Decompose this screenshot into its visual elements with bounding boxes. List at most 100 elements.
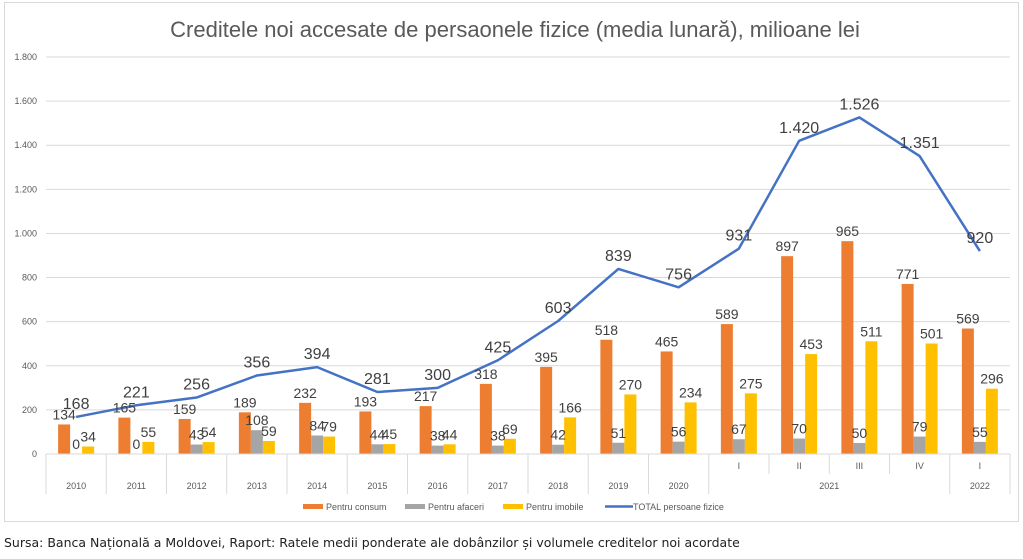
- data-label: 189: [233, 394, 257, 410]
- x-tick-label: 2011: [127, 481, 146, 491]
- x-tick-label: 2017: [488, 481, 508, 491]
- y-tick-label: 1.600: [14, 96, 37, 106]
- data-label: 108: [245, 412, 269, 428]
- line-data-label: 1.526: [839, 96, 879, 113]
- data-label: 569: [956, 311, 980, 327]
- line-data-label: 1.351: [900, 135, 940, 152]
- x-group-label: 2022: [970, 481, 990, 491]
- bar-pentru-imobile: [383, 444, 396, 454]
- bar-pentru-imobile: [443, 444, 456, 454]
- bar-pentru-consum: [660, 351, 673, 454]
- chart-frame: Creditele noi accesate de persaonele fiz…: [4, 2, 1019, 522]
- bar-pentru-consum: [781, 256, 794, 454]
- legend-swatch: [503, 504, 523, 509]
- data-label: 44: [370, 426, 386, 442]
- legend-swatch: [303, 504, 323, 509]
- data-label: 34: [80, 429, 96, 445]
- bar-pentru-consum: [901, 283, 914, 454]
- y-tick-label: 200: [22, 405, 37, 415]
- legend-label: Pentru consum: [326, 502, 387, 512]
- data-label: 501: [920, 326, 944, 342]
- data-label: 232: [293, 385, 317, 401]
- y-tick-label: 600: [22, 317, 37, 327]
- line-data-label: 300: [424, 367, 451, 384]
- data-label: 51: [611, 425, 627, 441]
- chart: Creditele noi accesate de persaonele fiz…: [14, 17, 1011, 512]
- bar-pentru-afaceri: [190, 444, 203, 454]
- data-label: 0: [132, 436, 140, 452]
- x-tick-label: 2016: [428, 481, 448, 491]
- data-label: 234: [679, 384, 703, 400]
- data-label: 217: [414, 388, 438, 404]
- data-label: 79: [912, 419, 928, 435]
- data-label: 270: [619, 376, 643, 392]
- y-tick-label: 400: [22, 361, 37, 371]
- data-label: 59: [261, 423, 277, 439]
- bar-pentru-afaceri: [552, 444, 565, 454]
- bar-pentru-imobile: [323, 436, 336, 454]
- bar-pentru-consum: [299, 402, 312, 454]
- bar-pentru-imobile: [624, 394, 637, 454]
- data-label: 84: [309, 417, 325, 433]
- line-total-persoane-fizice: [75, 116, 981, 419]
- x-tick-label: III: [856, 461, 864, 471]
- x-group-label: 2021: [819, 481, 839, 491]
- bar-pentru-consum: [720, 324, 733, 454]
- bar-pentru-imobile: [503, 438, 516, 454]
- x-tick-label: I: [738, 461, 741, 471]
- line-data-label: 281: [364, 371, 391, 388]
- legend: Pentru consum Pentru afaceri Pentru imobil…: [303, 502, 724, 512]
- y-tick-label: 1.800: [14, 52, 37, 62]
- data-label: 38: [430, 428, 446, 444]
- bar-pentru-imobile: [985, 388, 998, 454]
- line-data-label: 221: [123, 384, 150, 401]
- bar-pentru-afaceri: [250, 430, 263, 454]
- x-tick-label: 2018: [548, 481, 568, 491]
- x-tick-label: 2020: [669, 481, 689, 491]
- bar-pentru-imobile: [925, 343, 938, 454]
- bars: [58, 241, 998, 454]
- bar-pentru-afaceri: [431, 445, 444, 454]
- data-label: 45: [382, 426, 398, 442]
- bar-pentru-afaceri: [612, 442, 625, 454]
- line-data-label: 920: [967, 230, 994, 247]
- data-label: 0: [72, 436, 80, 452]
- total-line: [75, 116, 981, 419]
- data-label: 518: [595, 322, 619, 338]
- bar-pentru-afaceri: [672, 441, 685, 454]
- data-label: 70: [791, 421, 807, 437]
- bar-pentru-consum: [118, 417, 131, 454]
- bar-pentru-consum: [479, 383, 492, 454]
- x-axis: 2010 2011 2012 2013 2014 2015 2016 2017 2018 2019…: [45, 453, 1011, 494]
- data-label: 69: [502, 421, 518, 437]
- line-data-label: 1.420: [779, 120, 819, 137]
- data-label: 55: [141, 424, 157, 440]
- data-label: 79: [321, 419, 337, 435]
- x-tick-label: 2010: [66, 481, 86, 491]
- bar-pentru-consum: [178, 418, 191, 454]
- data-label: 54: [201, 424, 217, 440]
- source-note: Sursa: Banca Națională a Moldovei, Rapor…: [4, 535, 740, 550]
- line-data-label: 756: [665, 266, 692, 283]
- data-label: 511: [860, 323, 883, 339]
- bar-pentru-imobile: [865, 341, 878, 454]
- bar-pentru-afaceri: [853, 442, 866, 454]
- line-data-label: 168: [63, 396, 90, 413]
- bar-pentru-afaceri: [793, 438, 806, 454]
- bar-pentru-consum: [600, 339, 613, 454]
- data-label: 55: [972, 424, 988, 440]
- x-tick-label: 2019: [608, 481, 628, 491]
- bar-pentru-imobile: [82, 446, 95, 454]
- gridlines: [46, 56, 1010, 411]
- bar-pentru-imobile: [202, 442, 215, 454]
- line-data-label: 425: [485, 339, 512, 356]
- data-label: 771: [896, 266, 920, 282]
- x-tick-label: II: [797, 461, 802, 471]
- data-labels: 134 165 159 189 232 193 217 318 395 518 465 589 897 9…: [52, 96, 1003, 452]
- line-data-label: 256: [183, 377, 210, 394]
- x-tick-label: 2012: [187, 481, 207, 491]
- bar-pentru-imobile: [262, 440, 275, 454]
- legend-label: Pentru afaceri: [428, 502, 484, 512]
- data-label: 159: [173, 401, 197, 417]
- line-data-label: 603: [545, 300, 572, 317]
